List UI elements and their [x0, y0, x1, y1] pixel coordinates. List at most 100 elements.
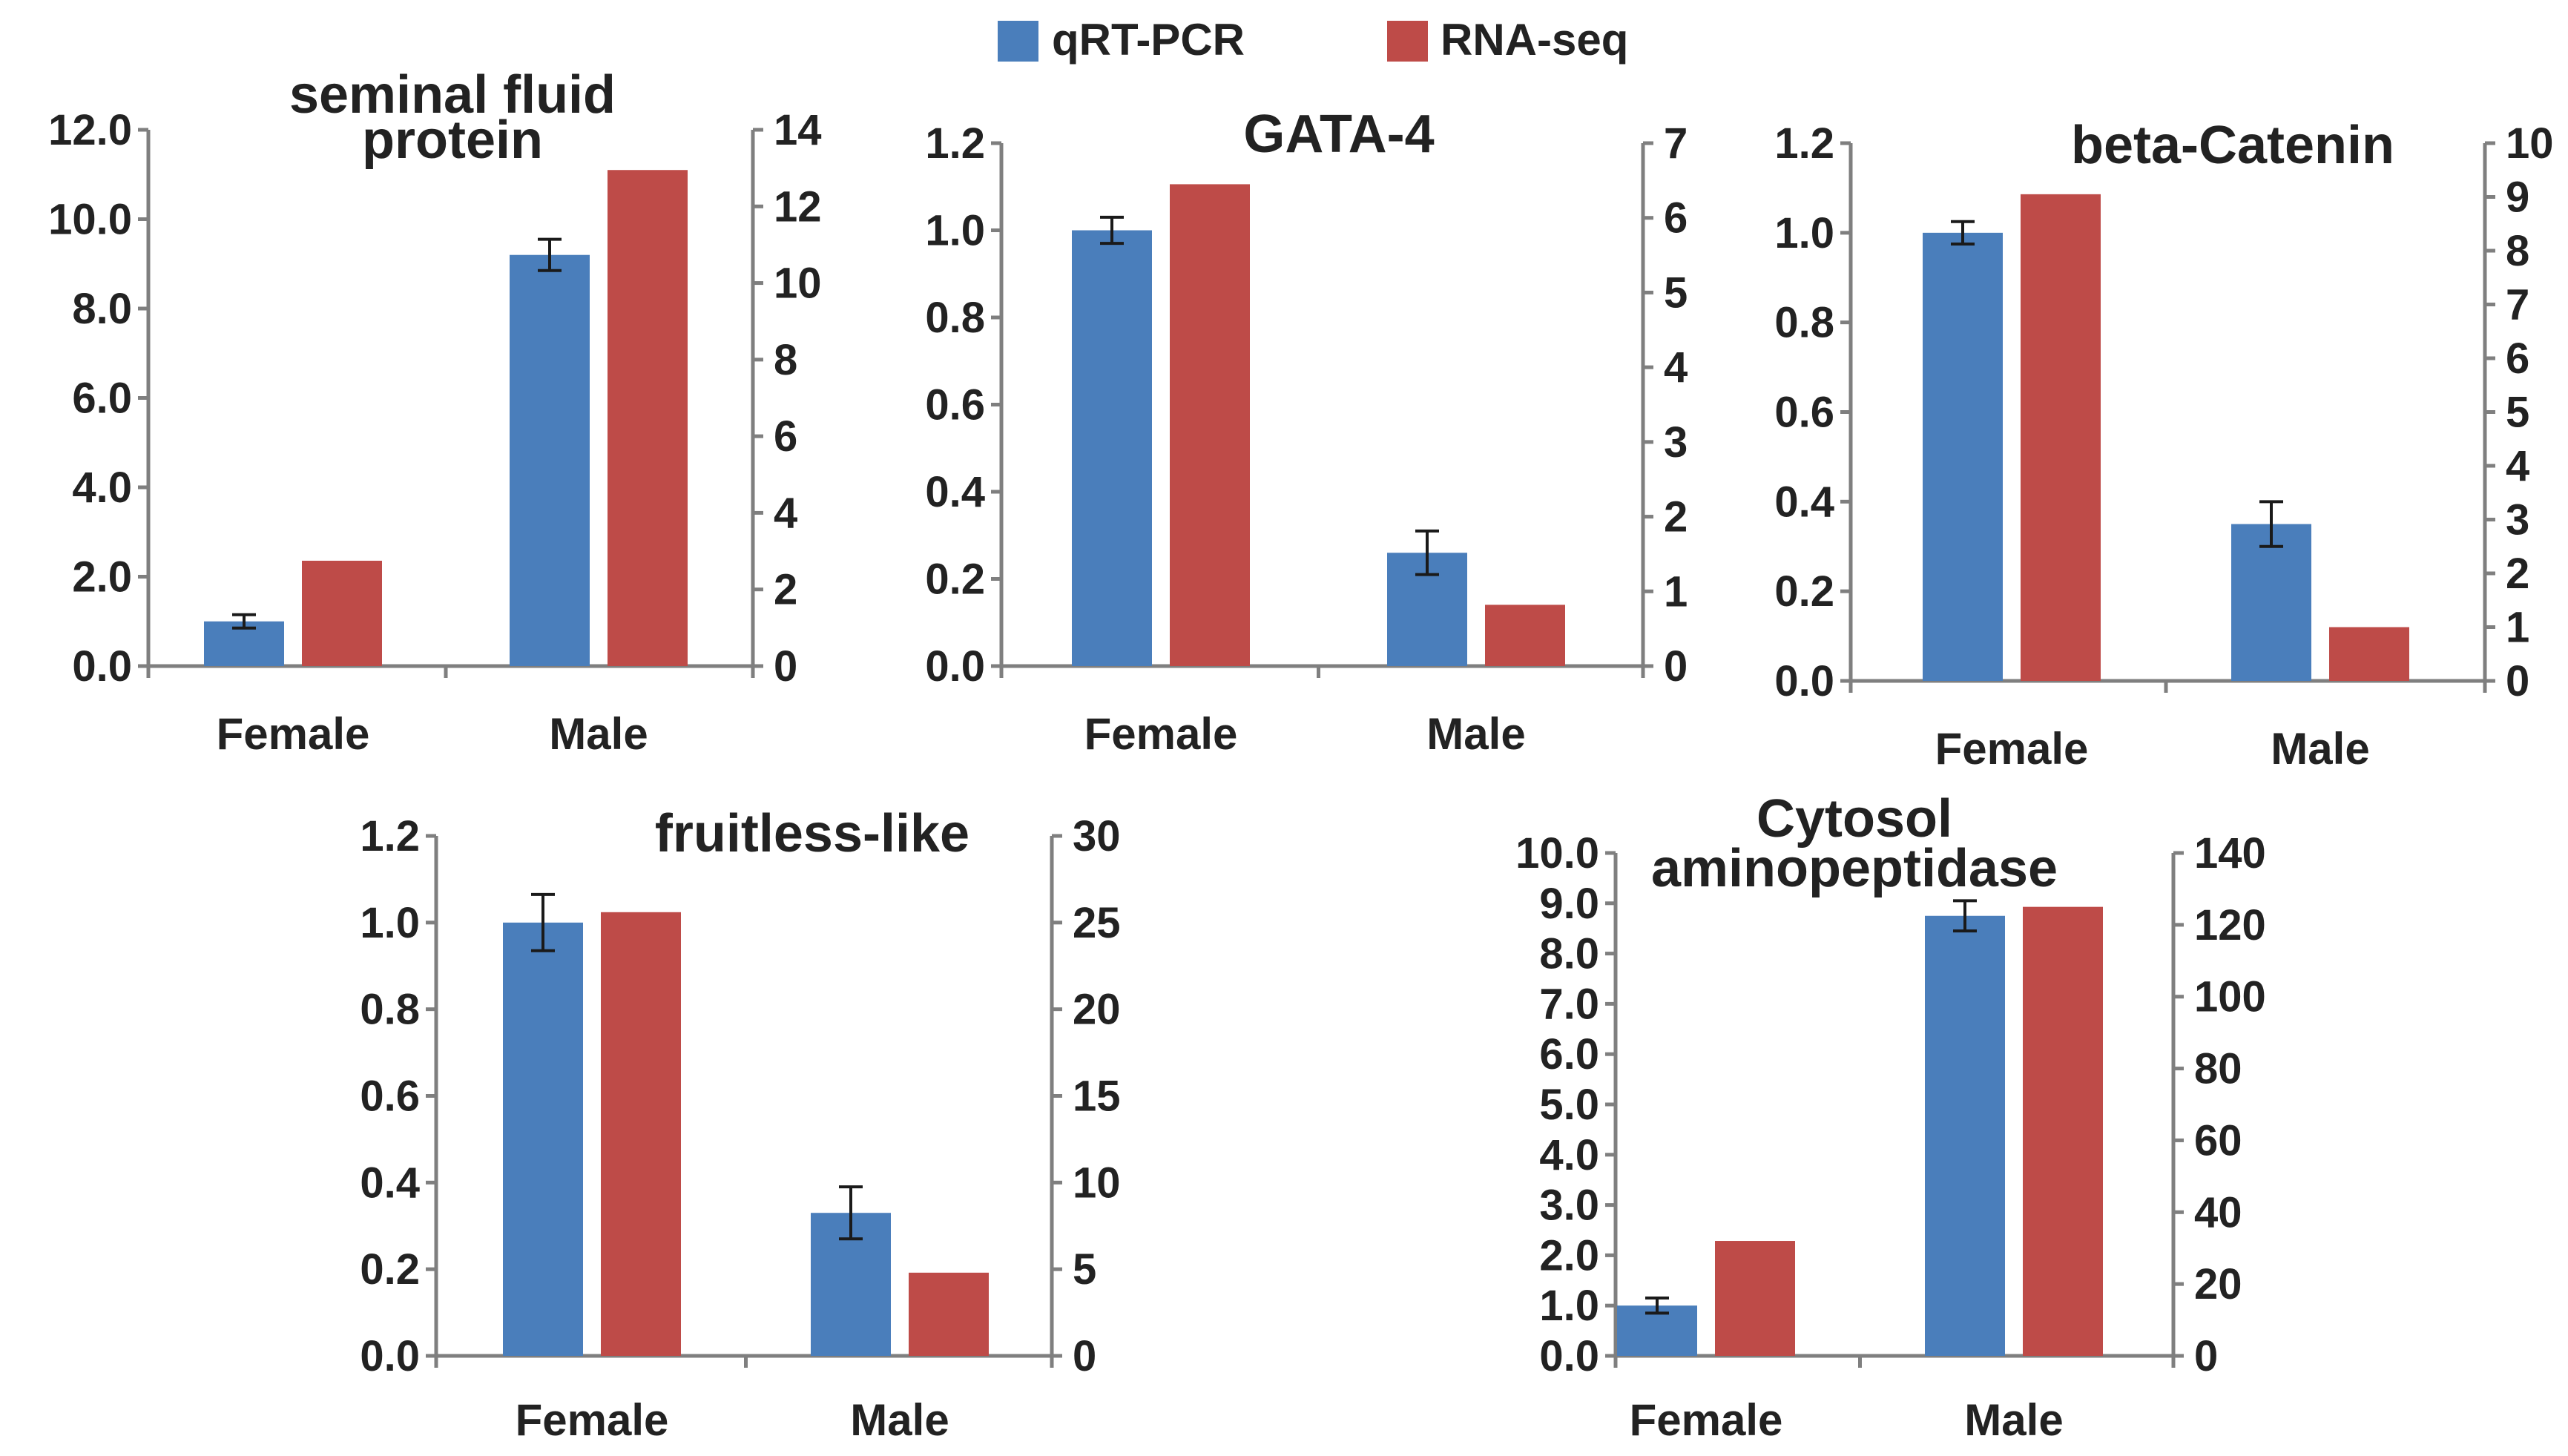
right-tick-label: 0 — [774, 642, 797, 691]
chart-panel-4: 0.01.02.03.04.05.06.07.08.09.010.0 0 20 40 6… — [1515, 789, 2266, 1445]
chart-panels: 0.02.04.06.08.010.012.002468101214Female… — [48, 65, 2553, 1445]
right-tick-label: 0 — [2194, 1332, 2218, 1380]
right-tick-label: 4 — [774, 489, 797, 537]
bar-qrt-pcr-female — [503, 922, 583, 1356]
right-tick-label: 100 — [2194, 973, 2266, 1021]
left-tick-label: 0.6 — [925, 381, 985, 429]
error-bar-male — [1415, 529, 1439, 576]
legend-label-0: qRT-PCR — [1052, 15, 1245, 65]
bar-qrt-pcr-male — [2231, 524, 2311, 681]
right-tick-label: 4 — [1664, 343, 1688, 392]
left-tick-label: 1.0 — [360, 899, 420, 947]
bar-rna-seq-female — [601, 912, 681, 1356]
legend-label-1: RNA-seq — [1441, 15, 1628, 65]
left-tick-label: 0.4 — [925, 468, 985, 516]
left-tick-label: 0.0 — [360, 1332, 420, 1380]
left-tick-label: 0.2 — [925, 556, 985, 604]
chart-title: GATA-4 — [1243, 105, 1434, 164]
left-tick-label: 3.0 — [1539, 1182, 1599, 1230]
right-tick-label: 15 — [1073, 1073, 1121, 1121]
left-tick-label: 6.0 — [72, 375, 132, 423]
error-bar-male — [1953, 899, 1977, 933]
chart-title: Cytosol aminopeptidase — [1651, 789, 2058, 898]
right-tick-label: 12 — [774, 182, 822, 231]
right-tick-label: 6 — [1664, 194, 1688, 243]
left-tick-label: 0.6 — [1774, 389, 1834, 437]
bar-rna-seq-male — [2023, 906, 2103, 1356]
chart-panel-0: 0.0 2.0 4.0 6.0 8.0 10.0 12.0 0 2 4 6 8 10 12 14 Female… — [48, 65, 821, 759]
chart-title: seminal fluid protein — [289, 65, 616, 170]
left-tick-label: 0.6 — [360, 1073, 420, 1121]
right-tick-label: 14 — [774, 106, 822, 154]
right-tick-label: 1 — [1664, 567, 1688, 616]
chart-panel-1: 0.0 0.2 0.4 0.6 0.8 1.0 1.2 0 1 2 3 4 5 6 7 Female Male G… — [925, 105, 1688, 759]
left-tick-label: 1.0 — [925, 207, 985, 255]
bar-qrt-pcr-male — [510, 254, 590, 666]
left-tick-label: 0.8 — [360, 986, 420, 1034]
right-tick-label: 2 — [2506, 550, 2529, 598]
left-tick-label: 0.0 — [925, 642, 985, 691]
right-tick-label: 3 — [2506, 496, 2529, 544]
right-tick-label: 25 — [1073, 899, 1121, 947]
left-tick-label: 4.0 — [1539, 1131, 1599, 1179]
bar-qrt-pcr-male — [1925, 915, 2005, 1356]
right-tick-label: 40 — [2194, 1188, 2242, 1236]
left-tick-label: 10.0 — [1515, 829, 1599, 877]
bar-rna-seq-male — [608, 170, 688, 667]
category-label-female: Female — [1084, 709, 1238, 759]
right-tick-label: 8 — [774, 336, 797, 384]
error-bar-female — [1951, 220, 1975, 246]
error-bar-female — [1100, 215, 1124, 246]
left-tick-label: 1.0 — [1539, 1282, 1599, 1330]
bar-rna-seq-male — [1485, 605, 1565, 666]
right-tick-label: 9 — [2506, 174, 2529, 222]
bar-rna-seq-male — [909, 1272, 989, 1356]
left-tick-label: 0.0 — [72, 642, 132, 691]
error-bar-female — [531, 892, 555, 952]
left-tick-label: 1.2 — [1774, 119, 1834, 168]
right-tick-label: 5 — [1664, 269, 1688, 317]
right-tick-label: 120 — [2194, 901, 2266, 949]
right-tick-label: 7 — [2506, 281, 2529, 329]
category-label-male: Male — [549, 709, 648, 759]
bar-qrt-pcr-female — [1923, 232, 2003, 681]
bar-qrt-pcr-female — [1072, 230, 1152, 666]
left-tick-label: 4.0 — [72, 464, 132, 512]
left-tick-label: 5.0 — [1539, 1081, 1599, 1129]
left-tick-label: 2.0 — [72, 553, 132, 602]
left-tick-label: 0.2 — [1774, 567, 1834, 616]
left-tick-label: 9.0 — [1539, 880, 1599, 928]
error-bar-male — [2259, 500, 2283, 548]
right-tick-label: 140 — [2194, 829, 2266, 877]
chart-panel-3: 0.0 0.2 0.4 0.6 0.8 1.0 1.2 0 5 10 15 20 25 30 Female M… — [360, 804, 1120, 1445]
bar-rna-seq-female — [302, 560, 382, 666]
left-tick-label: 0.4 — [1774, 478, 1834, 526]
bar-rna-seq-female — [1715, 1241, 1795, 1356]
bar-rna-seq-female — [2021, 194, 2101, 681]
legend-swatch-0 — [998, 21, 1038, 62]
right-tick-label: 2 — [774, 566, 797, 614]
chart-title: beta-Catenin — [2071, 116, 2394, 175]
right-tick-label: 60 — [2194, 1116, 2242, 1165]
error-bar-male — [538, 237, 562, 272]
right-tick-label: 7 — [1664, 119, 1688, 168]
left-tick-label: 7.0 — [1539, 980, 1599, 1028]
error-bar-female — [232, 613, 256, 630]
category-label-male: Male — [1426, 709, 1525, 759]
left-tick-label: 1.2 — [360, 812, 420, 860]
right-tick-label: 80 — [2194, 1045, 2242, 1093]
category-label-male: Male — [850, 1395, 949, 1445]
legend-swatch-1 — [1387, 21, 1428, 62]
category-label-female: Female — [1935, 724, 2089, 774]
right-tick-label: 4 — [2506, 442, 2529, 490]
right-tick-label: 30 — [1073, 812, 1121, 860]
category-label-female: Female — [516, 1395, 669, 1445]
left-tick-label: 8.0 — [1539, 930, 1599, 978]
chart-panel-2: 0.0 0.2 0.4 0.6 0.8 1.0 1.2 0 1 2 3 4 5 6 7 8 9 10 Female M… — [1774, 116, 2553, 774]
bar-rna-seq-male — [2329, 627, 2409, 681]
error-bar-male — [839, 1185, 863, 1241]
left-tick-label: 2.0 — [1539, 1231, 1599, 1279]
bar-rna-seq-female — [1170, 184, 1250, 667]
left-tick-label: 1.0 — [1774, 209, 1834, 257]
